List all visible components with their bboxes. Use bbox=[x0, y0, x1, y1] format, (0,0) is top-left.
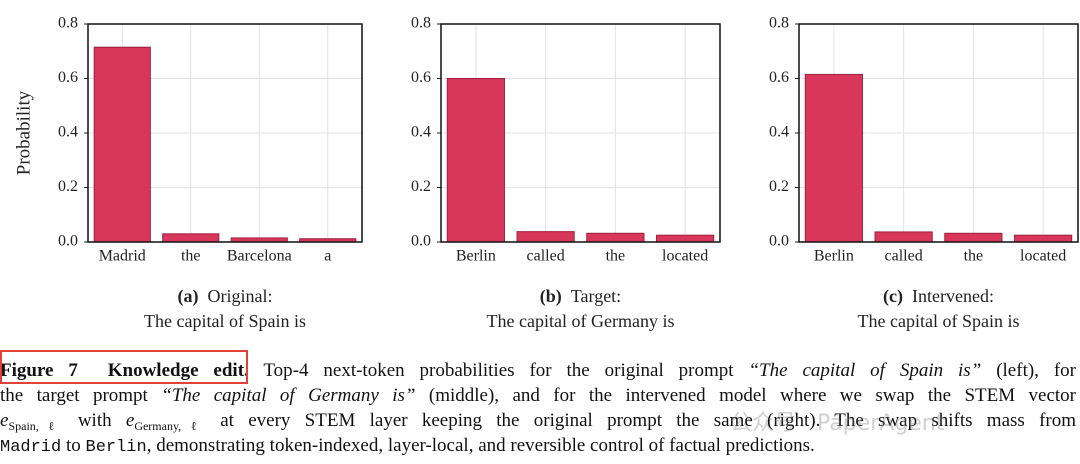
caption-segment: the target prompt bbox=[0, 385, 162, 406]
bar bbox=[162, 233, 220, 243]
caption-segment: Berlin bbox=[85, 438, 147, 457]
x-tick-label: the bbox=[964, 248, 984, 265]
y-tick-label: 0.8 bbox=[58, 15, 78, 32]
y-tick-label: 0.2 bbox=[769, 178, 789, 195]
bar bbox=[656, 234, 715, 243]
bar bbox=[1014, 234, 1073, 243]
caption-segment: with bbox=[63, 410, 126, 431]
y-tick-label: 0.2 bbox=[411, 178, 431, 195]
caption-segment: Figure 7 Knowledge edit. bbox=[0, 360, 249, 381]
bar bbox=[586, 232, 645, 243]
caption-line: the target prompt “The capital of German… bbox=[0, 384, 1076, 408]
caption-segment: “The capital of Spain is” bbox=[748, 360, 982, 381]
caption-segment: (middle), and for the intervened model w… bbox=[415, 385, 1076, 406]
y-tick-label: 0.0 bbox=[411, 233, 431, 250]
bar bbox=[944, 232, 1003, 243]
y-tick-label: 0.6 bbox=[769, 69, 789, 86]
y-tick-label: 0.6 bbox=[411, 69, 431, 86]
subcaption-prompt: The capital of Spain is bbox=[144, 311, 306, 331]
highlight-box bbox=[0, 350, 248, 384]
caption-segment: “The capital of Germany is” bbox=[161, 385, 416, 406]
x-tick-label: the bbox=[181, 248, 201, 265]
watermark: 公众号 · PaperAgent bbox=[730, 411, 945, 436]
caption-segment: Germany,ℓ bbox=[134, 419, 206, 433]
subcaption-label: Intervened: bbox=[912, 286, 994, 306]
caption-segment: e bbox=[125, 410, 135, 431]
subcaption-label: Original: bbox=[208, 286, 273, 306]
caption-line: Madrid to Berlin, demonstrating token-in… bbox=[0, 434, 1076, 460]
bar bbox=[804, 73, 863, 243]
bar bbox=[446, 78, 505, 243]
caption-segment: Madrid bbox=[0, 438, 62, 457]
y-tick-label: 0.4 bbox=[411, 124, 431, 141]
caption-segment: Top-4 next-token probabilities for the o… bbox=[248, 360, 749, 381]
x-tick-label: called bbox=[885, 248, 923, 265]
x-tick-label: located bbox=[662, 248, 708, 265]
x-tick-label: located bbox=[1020, 248, 1066, 265]
y-tick-label: 0.4 bbox=[58, 124, 78, 141]
x-tick-label: called bbox=[527, 248, 565, 265]
subcaption: (c) Intervened: bbox=[883, 286, 994, 307]
subcaption-tag: (a) bbox=[178, 286, 199, 307]
y-tick-label: 0.6 bbox=[58, 69, 78, 86]
caption-segment: to bbox=[61, 435, 86, 456]
bar bbox=[874, 231, 933, 243]
figure: 0.0 0.2 0.4 0.6 0.8 Madrid the Barcelona a Probab… bbox=[13, 15, 1079, 331]
bar bbox=[93, 46, 151, 243]
plot-frame bbox=[87, 23, 363, 243]
y-tick-label: 0.0 bbox=[58, 233, 78, 250]
x-tick-label: Madrid bbox=[99, 248, 146, 265]
caption-segment: at every STEM layer keeping the original… bbox=[205, 410, 1076, 431]
caption-line: Figure 7 Knowledge edit. Top-4 next-toke… bbox=[0, 359, 1076, 383]
subcaption-prompt: The capital of Spain is bbox=[858, 311, 1020, 331]
x-tick-label: the bbox=[606, 248, 626, 265]
x-tick-label: Barcelona bbox=[227, 248, 292, 265]
plot-frame bbox=[440, 23, 721, 243]
caption-segment: , demonstrating token-indexed, layer-loc… bbox=[146, 435, 815, 456]
bar bbox=[516, 231, 575, 243]
subcaption-prompt: The capital of Germany is bbox=[487, 311, 675, 331]
y-axis-label: Probability bbox=[13, 90, 34, 175]
y-tick-label: 0.0 bbox=[769, 233, 789, 250]
subcaption-gap bbox=[199, 286, 208, 306]
subcaption-tag: (c) bbox=[883, 286, 903, 307]
x-tick-label: a bbox=[324, 248, 331, 265]
subcaption-gap bbox=[903, 286, 912, 306]
subcaption-tag: (b) bbox=[540, 286, 562, 307]
caption-segment: Spain,ℓ bbox=[8, 419, 64, 433]
plot-frame bbox=[798, 23, 1079, 243]
subcaption: (a) Original: bbox=[178, 286, 273, 307]
x-tick-label: Berlin bbox=[814, 248, 854, 265]
subcaption: (b) Target: bbox=[540, 286, 621, 307]
caption-segment: e bbox=[0, 410, 9, 431]
y-tick-label: 0.8 bbox=[411, 15, 431, 32]
caption-segment: (left), for bbox=[981, 360, 1076, 381]
subcaption-gap bbox=[562, 286, 571, 306]
subcaption-label: Target: bbox=[571, 286, 621, 306]
y-tick-label: 0.4 bbox=[769, 124, 789, 141]
caption-line: eSpain,ℓ with eGermany,ℓ at every STEM l… bbox=[0, 409, 1076, 438]
y-tick-label: 0.2 bbox=[58, 178, 78, 195]
x-tick-label: Berlin bbox=[456, 248, 496, 265]
y-tick-label: 0.8 bbox=[769, 15, 789, 32]
